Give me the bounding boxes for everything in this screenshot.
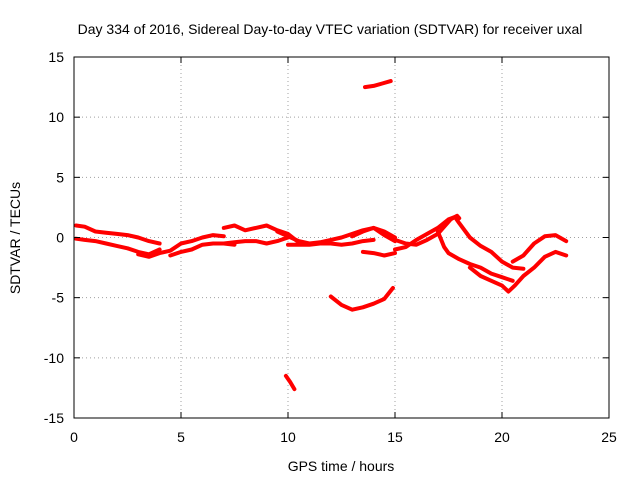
series-line-arc-16 [467,249,569,294]
series-line-arc-1-lower [74,236,162,257]
x-tick-label: 25 [601,429,617,445]
x-tick-label: 5 [177,429,185,445]
y-tick-labels: -15 -10 -5 0 5 10 15 [44,49,64,426]
y-tick-label: -10 [44,350,64,366]
y-tick-label: 10 [48,109,64,125]
x-tick-label: 20 [494,429,510,445]
x-axis-label: GPS time / hours [288,458,395,474]
series-line-arc-5 [221,235,290,246]
series-line-arc-11 [283,373,297,392]
series-group [74,79,569,392]
series-line-arc-8 [350,225,397,244]
chart-title: Day 334 of 2016, Sidereal Day-to-day VTE… [78,21,583,37]
x-tick-label: 0 [70,429,78,445]
series-line-arc-4 [221,223,301,245]
y-tick-label: 5 [56,169,64,185]
x-tick-label: 10 [280,429,296,445]
y-tick-label: 0 [56,230,64,246]
y-axis-label: SDTVAR / TECUs [7,182,23,294]
series-line-arc-10 [363,79,393,90]
series-line-arc-12 [360,249,397,258]
series-line-arc-9 [328,286,395,312]
series-line-arc-17 [510,233,569,264]
series-line-arc-13 [393,215,526,271]
series-line-arc-14 [393,213,462,247]
y-tick-label: 15 [48,49,64,65]
series-line-arc-1-upper [74,223,162,246]
y-tick-label: -5 [52,290,65,306]
x-tick-labels: 0 5 10 15 20 25 [70,429,617,445]
x-tick-label: 15 [387,429,403,445]
series-line-arc-2 [136,233,226,259]
axis-ticks [73,56,610,419]
series-line-arc-7 [286,237,376,247]
series-line-arc-15 [435,229,515,283]
y-tick-label: -15 [44,410,64,426]
